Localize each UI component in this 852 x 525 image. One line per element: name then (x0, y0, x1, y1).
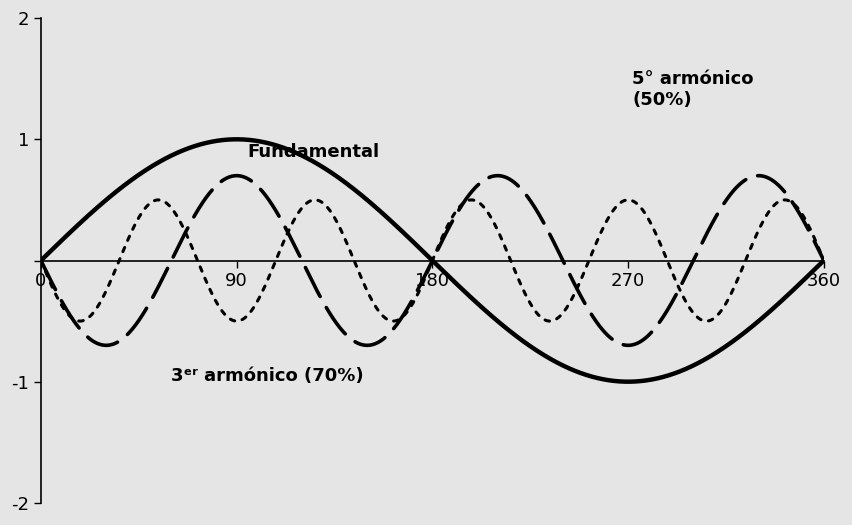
Text: Fundamental: Fundamental (248, 143, 380, 161)
Text: 5° armónico
(50%): 5° armónico (50%) (632, 70, 754, 109)
Text: 3ᵉʳ armónico (70%): 3ᵉʳ armónico (70%) (171, 367, 364, 385)
